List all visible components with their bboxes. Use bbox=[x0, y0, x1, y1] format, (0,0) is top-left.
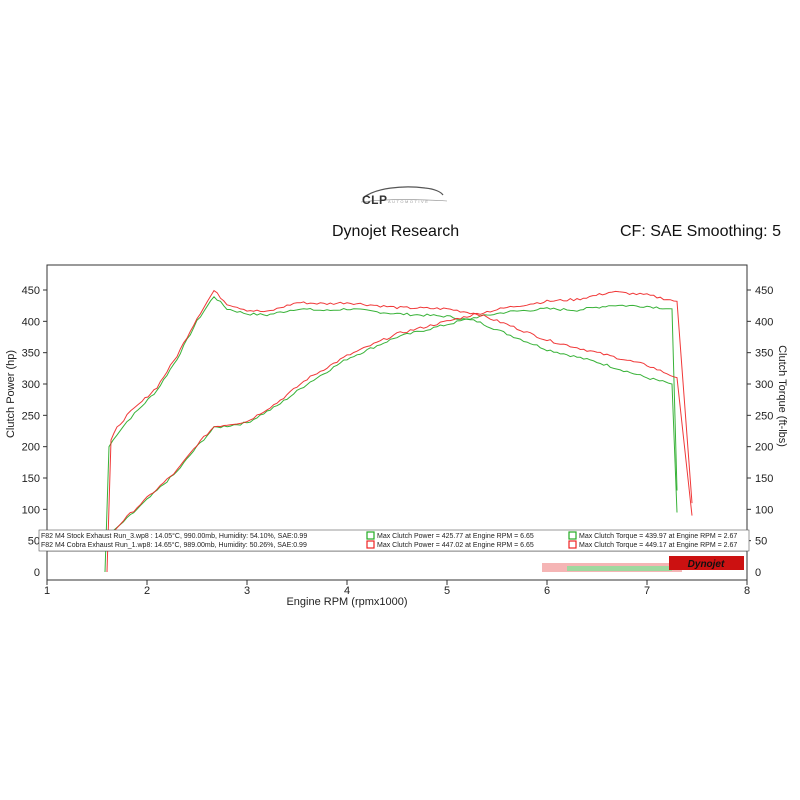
y-tick-label-left: 200 bbox=[22, 442, 40, 454]
x-axis-label: Engine RPM (rpmx1000) bbox=[286, 596, 407, 608]
y-tick-label-left: 350 bbox=[22, 348, 40, 360]
chart-title: Dynojet Research bbox=[332, 223, 460, 240]
series-line-2 bbox=[108, 304, 678, 535]
legend-power-2: Max Clutch Power = 447.02 at Engine RPM … bbox=[377, 542, 534, 549]
y-tick-label-left: 100 bbox=[22, 504, 40, 516]
lower-panel-band-stock bbox=[567, 566, 672, 571]
y-tick-label-left: 50 bbox=[28, 536, 40, 548]
y-tick-label-left: 150 bbox=[22, 473, 40, 485]
logo-subtitle: AUTOMOTIVE bbox=[388, 199, 430, 204]
legend-file-2: F82 M4 Cobra Exhaust Run_1.wp8: 14.65°C,… bbox=[41, 541, 307, 549]
x-tick-label: 8 bbox=[744, 585, 750, 597]
logo-name: CLP bbox=[362, 193, 388, 207]
y-tick-label-left: 400 bbox=[22, 316, 40, 328]
legend: F82 M4 Stock Exhaust Run_3.wp8 : 14.05°C… bbox=[38, 529, 750, 552]
lower-tick-label-left: 0 bbox=[34, 567, 40, 579]
series-line-1 bbox=[104, 296, 678, 573]
legend-torque-swatch bbox=[568, 531, 577, 540]
y-tick-label-right: 300 bbox=[755, 379, 773, 391]
plot-frame bbox=[46, 264, 748, 581]
y-tick-label-right: 400 bbox=[755, 316, 773, 328]
dynojet-badge bbox=[669, 556, 744, 570]
correction-factor: CF: SAE Smoothing: 5 bbox=[620, 223, 781, 240]
y-tick-label-right: 450 bbox=[755, 285, 773, 297]
y-tick-label-left: 450 bbox=[22, 285, 40, 297]
y-tick-label-right: 250 bbox=[755, 410, 773, 422]
legend-torque-swatch bbox=[568, 540, 577, 549]
y-tick-label-right: 350 bbox=[755, 348, 773, 360]
x-tick-label: 3 bbox=[244, 585, 250, 597]
x-tick-label: 6 bbox=[544, 585, 550, 597]
y-tick-label-left: 300 bbox=[22, 379, 40, 391]
legend-torque-2: Max Clutch Torque = 449.17 at Engine RPM… bbox=[579, 542, 737, 549]
series-line-3 bbox=[106, 289, 693, 573]
lower-tick-label-right: 0 bbox=[755, 567, 761, 579]
legend-power-swatch bbox=[366, 540, 375, 549]
legend-power-swatch bbox=[366, 531, 375, 540]
series-line-4 bbox=[110, 290, 693, 535]
legend-file-1: F82 M4 Stock Exhaust Run_3.wp8 : 14.05°C… bbox=[41, 532, 307, 540]
x-tick-label: 7 bbox=[644, 585, 650, 597]
legend-power-1: Max Clutch Power = 425.77 at Engine RPM … bbox=[377, 533, 534, 540]
x-tick-label: 5 bbox=[444, 585, 450, 597]
y-tick-label-left: 250 bbox=[22, 410, 40, 422]
plot-border bbox=[46, 264, 748, 581]
dynojet-badge-text: Dynojet bbox=[688, 559, 725, 570]
y-tick-label-right: 100 bbox=[755, 504, 773, 516]
x-tick-label: 1 bbox=[44, 585, 50, 597]
series-lines bbox=[104, 289, 693, 573]
x-tick-label: 2 bbox=[144, 585, 150, 597]
y-tick-label-right: 200 bbox=[755, 442, 773, 454]
y-axis-label-right: Clutch Torque (ft-lbs) bbox=[776, 345, 788, 447]
y-axis-label-left: Clutch Power (hp) bbox=[5, 350, 17, 438]
y-tick-label-right: 150 bbox=[755, 473, 773, 485]
x-tick-label: 4 bbox=[344, 585, 350, 597]
legend-torque-1: Max Clutch Torque = 439.97 at Engine RPM… bbox=[579, 533, 737, 540]
axes: 1 2 3 4 5 6 7 8 50 100 150 200 250 300 350 400 450 50 100 1… bbox=[5, 285, 788, 608]
clp-logo bbox=[360, 186, 448, 203]
y-tick-label-right: 50 bbox=[755, 536, 767, 548]
